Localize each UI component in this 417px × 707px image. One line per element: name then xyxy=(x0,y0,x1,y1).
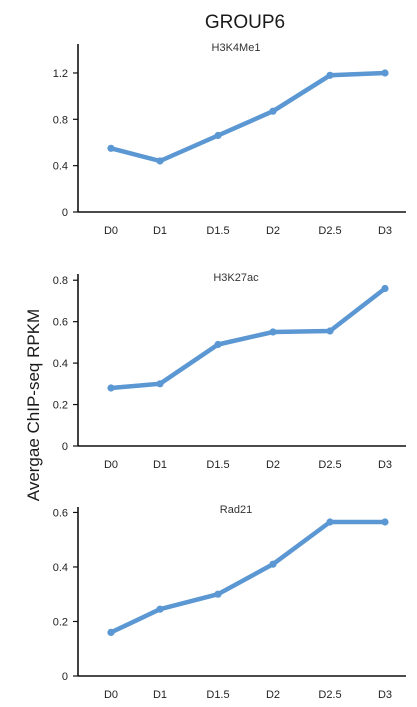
x-tick-label: D1 xyxy=(153,225,167,237)
series-line xyxy=(108,286,388,391)
chart-panel-1: H3K4Me1 0 0.4 0.8 1.2 D0 D1 D1.5 D2 D2.5 D3 xyxy=(53,42,406,237)
x-tick-label: D1.5 xyxy=(206,459,229,471)
x-tick-label: D2 xyxy=(266,459,280,471)
data-point xyxy=(107,144,115,152)
x-tick-label: D1 xyxy=(153,689,167,701)
x-tick-label: D2.5 xyxy=(318,459,341,471)
series-line xyxy=(108,70,388,164)
data-point xyxy=(381,518,389,526)
data-point xyxy=(326,518,334,526)
y-tick-label: 0.8 xyxy=(53,275,68,287)
x-tick-label: D0 xyxy=(104,459,118,471)
data-point xyxy=(156,157,164,165)
data-point xyxy=(156,380,164,388)
x-tick-label: D0 xyxy=(104,225,118,237)
data-point xyxy=(269,107,277,115)
y-tick-label: 1.2 xyxy=(53,68,68,80)
y-tick-label: 0.2 xyxy=(53,400,68,412)
data-point xyxy=(269,328,277,336)
data-point xyxy=(156,605,164,613)
x-tick-label: D2.5 xyxy=(318,225,341,237)
data-point xyxy=(381,69,389,77)
chart-panel-2: H3K27ac 0 0.2 0.4 0.6 0.8 D0 D1 D1.5 D2 D2.5 D3 xyxy=(53,272,406,471)
panel-title: H3K27ac xyxy=(213,272,259,284)
data-point xyxy=(214,340,222,349)
chart-panel-3: Rad21 0 0.2 0.4 0.6 D0 D1 D1.5 D2 D2.5 D3 xyxy=(53,504,406,701)
y-tick-label: 0.6 xyxy=(53,317,68,329)
x-tick-label: D0 xyxy=(104,689,118,701)
y-tick-label: 0 xyxy=(62,207,68,219)
y-tick-label: 0.6 xyxy=(53,507,68,519)
data-point xyxy=(326,71,334,79)
y-tick-label: 0 xyxy=(62,671,68,683)
x-tick-label: D1.5 xyxy=(206,225,229,237)
x-tick-label: D1.5 xyxy=(206,689,229,701)
data-point xyxy=(107,628,115,637)
x-tick-label: D2.5 xyxy=(318,689,341,701)
data-point xyxy=(269,560,277,568)
x-tick-label: D1 xyxy=(153,459,167,471)
y-tick-label: 0.4 xyxy=(53,161,68,173)
data-point xyxy=(107,384,115,392)
data-point xyxy=(214,590,222,598)
y-axis-label: Avergae ChIP-seq RPKM xyxy=(24,309,43,501)
figure-title: GROUP6 xyxy=(205,12,285,33)
y-tick-label: 0.8 xyxy=(53,114,68,126)
x-tick-label: D3 xyxy=(378,225,392,237)
panel-title: Rad21 xyxy=(220,504,252,516)
series-line xyxy=(108,519,388,635)
x-tick-label: D2 xyxy=(266,689,280,701)
data-point xyxy=(214,131,222,140)
y-tick-label: 0.2 xyxy=(53,616,68,628)
x-tick-label: D3 xyxy=(378,689,392,701)
x-tick-label: D2 xyxy=(266,225,280,237)
y-tick-label: 0.4 xyxy=(53,358,68,370)
data-point xyxy=(326,327,334,335)
data-point xyxy=(381,284,389,293)
y-tick-label: 0 xyxy=(62,441,68,453)
y-tick-label: 0.4 xyxy=(53,562,68,574)
x-tick-label: D3 xyxy=(378,459,392,471)
panel-title: H3K4Me1 xyxy=(212,42,261,54)
